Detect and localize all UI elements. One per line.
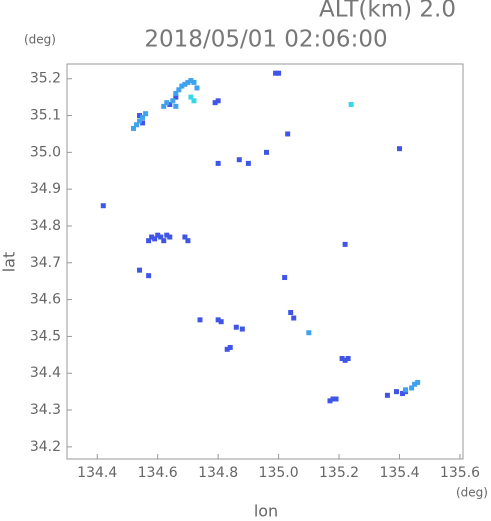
radar-echo <box>409 385 415 391</box>
radar-echo <box>173 94 179 100</box>
radar-echo <box>215 98 221 104</box>
radar-echo <box>215 160 221 166</box>
radar-echo <box>164 100 170 106</box>
radar-echo <box>182 234 188 240</box>
y-tick-label: 34.5 <box>30 328 61 344</box>
radar-echo <box>306 330 312 336</box>
y-tick-label: 34.2 <box>30 439 61 455</box>
radar-echo <box>188 94 194 100</box>
radar-echo <box>236 157 242 163</box>
radar-echo <box>170 98 176 104</box>
radar-echo <box>167 234 173 240</box>
radar-echo <box>288 309 294 315</box>
radar-echo <box>167 101 173 107</box>
radar-echo <box>239 326 245 332</box>
x-unit: (deg) <box>456 486 488 500</box>
radar-echo <box>100 203 106 209</box>
y-unit: (deg) <box>24 33 56 47</box>
x-tick-label: 135.0 <box>259 465 299 481</box>
radar-echo <box>384 392 390 398</box>
radar-echo <box>146 273 152 279</box>
radar-echo <box>212 100 218 106</box>
radar-echo <box>327 398 333 404</box>
radar-echo <box>224 346 230 352</box>
radar-echo <box>215 317 221 323</box>
radar-echo <box>191 79 197 85</box>
radar-echo <box>185 238 191 244</box>
radar-echo <box>152 236 158 242</box>
x-tick-label: 135.2 <box>319 465 359 481</box>
radar-echo <box>400 390 406 396</box>
y-tick-label: 34.3 <box>30 402 61 418</box>
x-tick-label: 134.8 <box>198 465 238 481</box>
radar-echo <box>233 324 239 330</box>
y-tick-label: 34.9 <box>30 181 61 197</box>
radar-echo <box>173 90 179 96</box>
radar-echo <box>137 267 143 273</box>
x-tick-label: 135.4 <box>379 465 419 481</box>
radar-echo <box>179 83 185 89</box>
radar-echo <box>161 103 167 109</box>
radar-echo <box>276 70 282 76</box>
y-tick-label: 35.1 <box>30 108 61 124</box>
radar-echo <box>282 275 288 281</box>
radar-echo <box>415 379 421 385</box>
y-tick-label: 34.4 <box>30 365 61 381</box>
radar-echo <box>339 356 345 362</box>
y-axis-label: lat <box>0 252 19 273</box>
radar-echo <box>188 78 194 84</box>
radar-echo <box>149 234 155 240</box>
radar-echo <box>264 149 270 155</box>
radar-echo <box>146 238 152 244</box>
radar-echo <box>273 70 279 76</box>
x-tick-label: 135.6 <box>440 465 480 481</box>
y-tick-label: 34.7 <box>30 255 61 271</box>
radar-echo <box>345 356 351 362</box>
radar-echo <box>397 146 403 152</box>
radar-echo <box>348 101 354 107</box>
radar-echo <box>218 319 224 325</box>
radar-echo <box>227 344 233 350</box>
y-tick-label: 35.0 <box>30 144 61 160</box>
radar-echo <box>164 232 170 238</box>
radar-echo <box>158 234 164 240</box>
altitude-label: ALT(km) 2.0 <box>319 0 456 23</box>
y-tick-label: 34.8 <box>30 218 61 234</box>
radar-echo <box>155 232 161 238</box>
radar-echo <box>197 317 203 323</box>
x-tick-label: 134.6 <box>138 465 178 481</box>
radar-echo <box>140 114 146 120</box>
radar-echo <box>173 103 179 109</box>
x-tick-label: 134.4 <box>77 465 117 481</box>
radar-echo <box>191 98 197 104</box>
radar-echo <box>333 396 339 402</box>
radar-echo <box>143 111 149 117</box>
y-tick-label: 34.6 <box>30 292 61 308</box>
radar-echo <box>182 81 188 87</box>
radar-echo <box>137 118 143 124</box>
radar-echo <box>412 381 418 387</box>
plot-frame <box>66 63 464 460</box>
x-axis-label: lon <box>254 502 278 521</box>
radar-echo <box>330 396 336 402</box>
radar-echo <box>137 113 143 119</box>
radar-echo <box>393 389 399 395</box>
radar-echo <box>134 122 140 128</box>
radar-echo <box>176 87 182 93</box>
radar-echo <box>161 238 167 244</box>
radar-echo <box>291 315 297 321</box>
radar-echo <box>342 357 348 363</box>
radar-echo <box>194 85 200 91</box>
y-tick-label: 35.2 <box>30 71 61 87</box>
radar-echo <box>285 131 291 137</box>
radar-echo <box>131 125 137 131</box>
radar-echo <box>245 160 251 166</box>
radar-echo <box>403 387 409 393</box>
radar-echo <box>342 241 348 247</box>
radar-echo <box>140 120 146 126</box>
chart-title: 2018/05/01 02:06:00 <box>144 27 387 53</box>
radar-echo <box>185 79 191 85</box>
